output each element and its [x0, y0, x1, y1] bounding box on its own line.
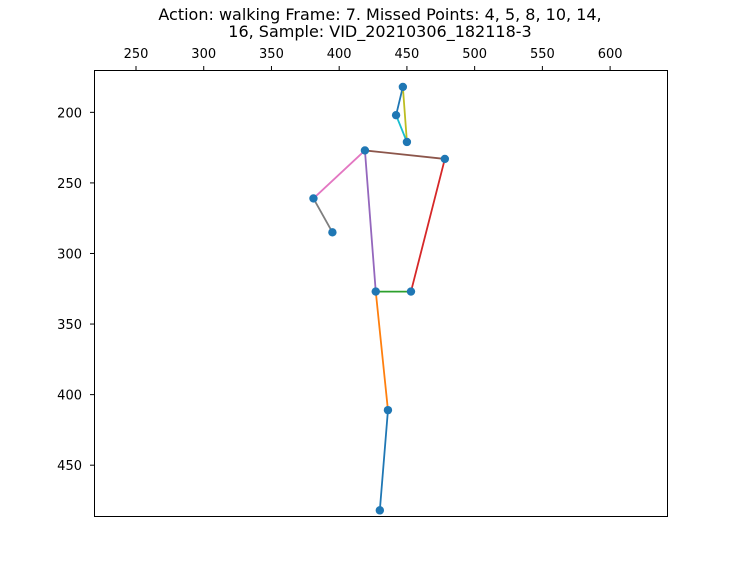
y-tick-400: 400 — [57, 389, 94, 404]
x-tick-label: 550 — [530, 47, 555, 62]
keypoint-10 — [375, 506, 385, 515]
x-tick-label: 250 — [124, 47, 149, 62]
x-tick-450: 450 — [395, 47, 420, 70]
x-tick-500: 500 — [462, 47, 487, 70]
keypoint-1 — [391, 110, 401, 120]
plot-frame — [94, 70, 668, 517]
skeleton-segment-3 — [364, 149, 446, 160]
keypoint-8 — [406, 287, 416, 296]
y-tick-450: 450 — [57, 459, 94, 474]
keypoint-2 — [402, 137, 412, 147]
x-tick-550: 550 — [530, 47, 555, 70]
x-axis-ticks: 250 300 350 400 450 500 550 600 — [124, 47, 623, 70]
y-tick-250: 250 — [57, 177, 94, 192]
x-tick-600: 600 — [598, 47, 623, 70]
y-tick-label: 450 — [57, 459, 82, 474]
x-tick-350: 350 — [259, 47, 284, 70]
skeleton-segment-4 — [312, 149, 366, 200]
keypoints — [309, 82, 450, 515]
x-tick-label: 300 — [191, 47, 216, 62]
skeleton-segment-7 — [410, 158, 446, 293]
skeleton-segment-9 — [374, 290, 389, 412]
y-tick-350: 350 — [57, 318, 94, 333]
y-tick-label: 300 — [57, 247, 82, 262]
skeleton-segment-1 — [401, 86, 408, 143]
x-tick-label: 600 — [598, 47, 623, 62]
keypoint-4 — [440, 154, 450, 164]
chart-title: Action: walking Frame: 7. Missed Points:… — [158, 5, 602, 41]
keypoint-0 — [398, 82, 408, 92]
skeleton-segment-5 — [312, 197, 334, 234]
x-tick-label: 500 — [462, 47, 487, 62]
y-axis-ticks: 200 250 300 350 400 450 — [57, 106, 94, 474]
y-tick-300: 300 — [57, 247, 94, 262]
keypoint-3 — [360, 146, 370, 155]
y-tick-200: 200 — [57, 106, 94, 121]
skeleton-segment-6 — [364, 149, 377, 293]
x-tick-label: 350 — [259, 47, 284, 62]
skeleton-segment-10 — [378, 409, 389, 512]
x-tick-400: 400 — [327, 47, 352, 70]
y-tick-label: 350 — [57, 318, 82, 333]
keypoint-5 — [309, 194, 318, 203]
skeleton-segments — [312, 86, 446, 512]
y-tick-label: 250 — [57, 177, 82, 192]
keypoint-7 — [371, 287, 380, 296]
skeleton-segment-2 — [395, 114, 408, 143]
x-tick-label: 450 — [395, 47, 420, 62]
keypoint-6 — [328, 228, 337, 237]
y-tick-label: 200 — [57, 106, 82, 121]
x-tick-300: 300 — [191, 47, 216, 70]
skeleton-segment-0 — [395, 86, 404, 117]
x-tick-label: 400 — [327, 47, 352, 62]
keypoint-9 — [383, 405, 393, 415]
x-tick-250: 250 — [124, 47, 149, 70]
y-tick-label: 400 — [57, 389, 82, 404]
